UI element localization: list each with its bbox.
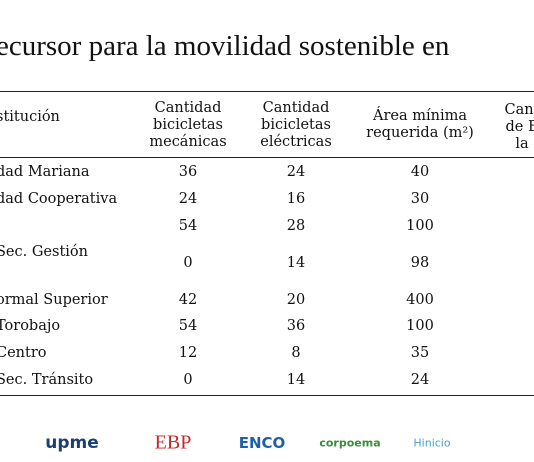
institution-name: Sec. Gestión (0, 244, 88, 260)
column-header: Área mínima (373, 108, 467, 124)
partner-logo: Hinicio (413, 436, 451, 450)
table-cell: 28 (286, 218, 306, 234)
partner-logo: corpoema (319, 436, 381, 450)
column-header: la (515, 135, 529, 152)
column-header: Cantidad (154, 99, 222, 116)
column-header: mecánicas (149, 133, 227, 150)
table-cell: 16 (286, 191, 306, 207)
table-cell: 24 (410, 372, 430, 388)
institution-name: Sec. Tránsito (0, 372, 94, 388)
table-cell: 400 (406, 292, 434, 308)
table-cell: 14 (286, 372, 306, 388)
column-header: requerida (m²) (366, 125, 474, 141)
column-header: Cantidad (262, 99, 330, 116)
table-cell: 24 (178, 191, 198, 207)
column-header: Cant (504, 101, 534, 118)
table-cell: 24 (286, 164, 306, 180)
table-cell: 54 (178, 218, 198, 234)
table-cell: 0 (183, 372, 193, 388)
table-cell: 36 (178, 164, 198, 180)
partner-logo: EBP (154, 431, 192, 454)
table-cell: 0 (183, 255, 193, 271)
column-header: de E (505, 118, 534, 135)
table-cell: 40 (410, 164, 430, 180)
table-bottom-rule (0, 395, 534, 396)
table-top-rule (0, 91, 534, 92)
table-cell: 36 (286, 318, 306, 334)
column-header: bicicletas (261, 116, 331, 133)
table-cell: 42 (178, 292, 198, 308)
institution-name: dad Mariana (0, 164, 90, 180)
partner-logo: ENCO (238, 434, 286, 452)
column-header: eléctricas (260, 133, 332, 150)
slide-title: ecursor para la movilidad sostenible en (0, 30, 450, 62)
institution-name: Centro (0, 345, 47, 361)
institution-name: ormal Superior (0, 292, 108, 308)
table-cell: 30 (410, 191, 430, 207)
table-cell: 54 (178, 318, 198, 334)
column-header: bicicletas (153, 116, 223, 133)
table-cell: 20 (286, 292, 306, 308)
table-cell: 35 (410, 345, 430, 361)
table-cell: 14 (286, 255, 306, 271)
institution-name: Torobajo (0, 318, 61, 334)
column-header: stitución (0, 109, 60, 125)
table-cell: 100 (406, 218, 434, 234)
table-cell: 8 (291, 345, 301, 361)
table-cell: 98 (410, 255, 430, 271)
partner-logo: upme (45, 433, 99, 453)
institution-name: dad Cooperativa (0, 191, 118, 207)
table-cell: 100 (406, 318, 434, 334)
table-header-rule (0, 157, 534, 158)
table-cell: 12 (178, 345, 198, 361)
